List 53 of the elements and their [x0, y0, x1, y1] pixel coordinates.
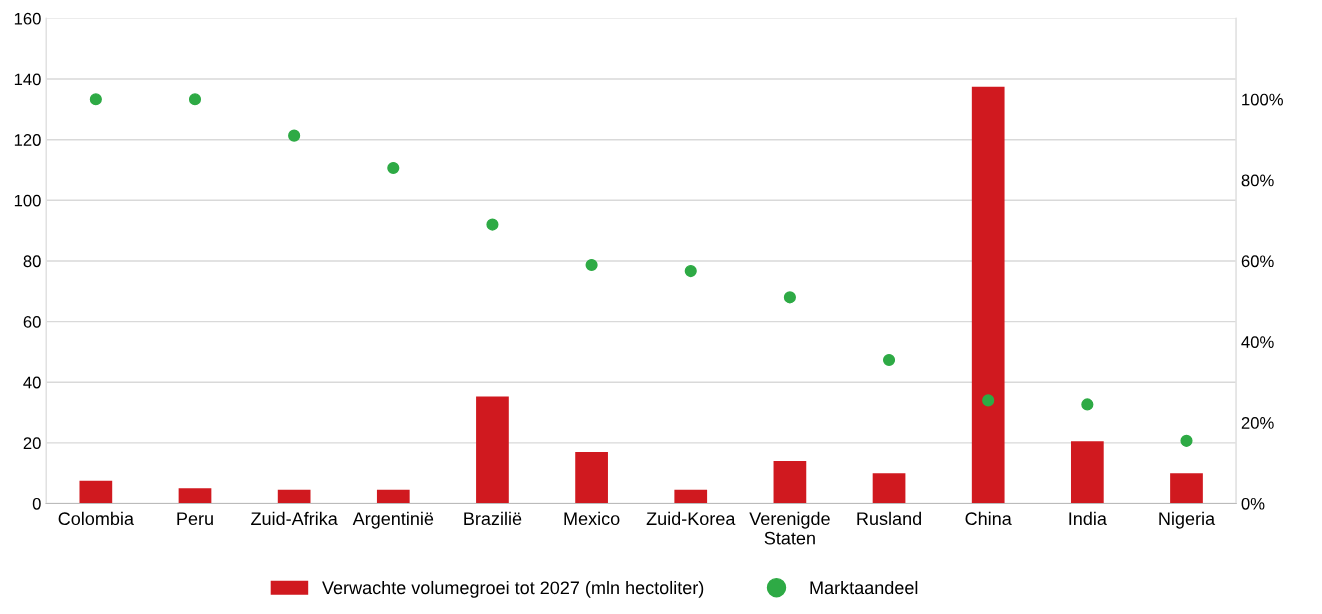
point	[982, 394, 995, 407]
legend-label: Verwachte volumegroei tot 2027 (mln hectoliter)	[322, 580, 704, 598]
x-tick-label: Zuid-Afrika	[251, 511, 338, 526]
y-tick-label: 140	[14, 73, 41, 86]
y2-tick-label: 60%	[1241, 255, 1274, 268]
y-tick-label: 100	[14, 194, 41, 207]
x-tick-label: Argentinië	[352, 511, 434, 529]
point	[89, 93, 102, 106]
point	[585, 258, 598, 272]
point	[288, 129, 301, 142]
x-tick-label: Verenigde Staten	[749, 511, 830, 545]
x-tick-label: Colombia	[58, 511, 134, 526]
x-tick-label: India	[1069, 511, 1107, 526]
y-tick-label: 40	[23, 376, 41, 389]
bar	[1070, 441, 1104, 504]
y-tick-label: 80	[23, 255, 41, 268]
y2-tick-label: 80%	[1241, 174, 1274, 187]
y-tick-label: 120	[14, 134, 41, 146]
bar	[476, 396, 509, 504]
bar	[1170, 473, 1203, 504]
bar	[674, 489, 708, 504]
x-tick-label: Zuid-Korea	[646, 511, 736, 526]
point	[882, 353, 896, 367]
x-tick-label: Nigeria	[1159, 511, 1216, 529]
bar	[376, 489, 410, 504]
x-tick-label: Mexico	[564, 511, 620, 526]
bar	[773, 461, 807, 504]
y-tick-label: 0	[32, 497, 41, 510]
y2-tick-label: 0%	[1241, 497, 1265, 510]
x-tick-label: Rusland	[857, 511, 922, 526]
x-tick-label: China	[965, 511, 1012, 526]
point	[1081, 398, 1094, 411]
y-tick-label: 60	[23, 315, 41, 328]
y-tick-label: 20	[23, 437, 41, 450]
legend-label: Marktaandeel	[810, 580, 918, 595]
y2-tick-label: 100%	[1242, 93, 1283, 106]
y-tick-label: 160	[14, 12, 41, 25]
point	[783, 291, 796, 304]
y2-tick-label: 20%	[1241, 417, 1274, 429]
point	[486, 218, 499, 231]
x-tick-label: Peru	[177, 512, 213, 526]
bar	[971, 86, 1005, 504]
x-tick-label: Brazilië	[464, 511, 522, 526]
bar	[79, 480, 113, 504]
point	[188, 93, 202, 106]
y2-tick-label: 40%	[1241, 336, 1274, 348]
bar	[277, 489, 311, 504]
bar	[575, 451, 608, 504]
point	[1180, 434, 1193, 447]
bar	[178, 488, 212, 504]
point	[387, 161, 400, 175]
bar	[872, 473, 906, 504]
point	[684, 264, 697, 278]
